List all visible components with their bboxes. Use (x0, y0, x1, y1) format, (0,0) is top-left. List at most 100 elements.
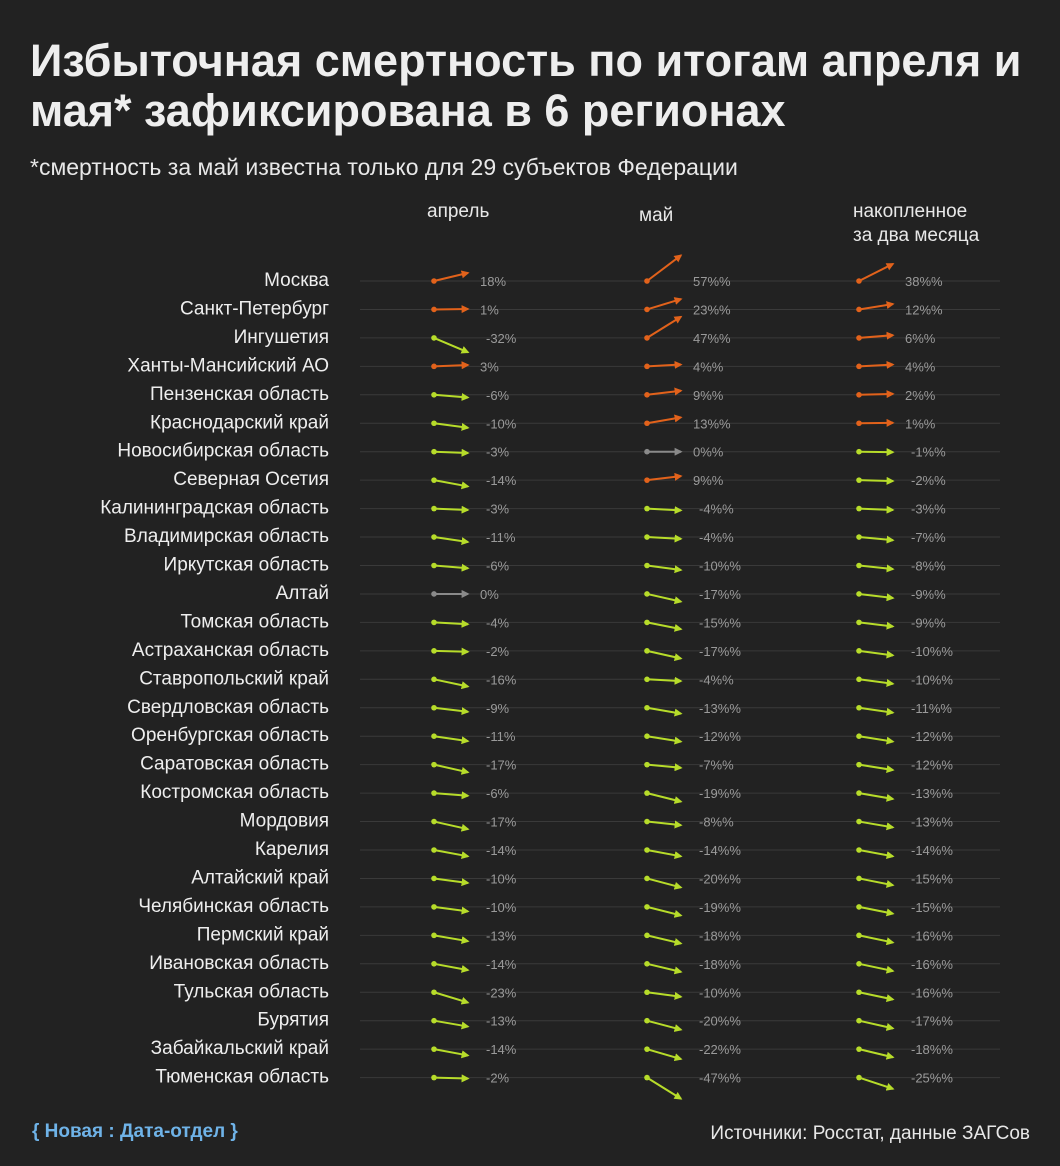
arrow-origin-dot (856, 335, 862, 341)
value-label-cum: -18%% (911, 1042, 953, 1057)
value-label-apr: -6% (486, 388, 510, 403)
arrow-apr (433, 820, 470, 832)
arrow-may (646, 1019, 683, 1032)
arrow-origin-dot (644, 961, 650, 967)
arrow-origin-dot (431, 904, 437, 910)
value-label-cum: -9%% (911, 615, 946, 630)
arrow-cum (858, 564, 895, 573)
arrow-may (646, 849, 683, 860)
value-label-cum: -1%% (911, 445, 946, 460)
arrow-origin-dot (856, 704, 862, 711)
value-label-may: 23%% (693, 302, 731, 317)
value-label-may: -12%% (699, 729, 741, 744)
arrow-apr (433, 336, 470, 354)
value-label-apr: -14% (486, 473, 517, 488)
column-header-may: май (639, 205, 674, 226)
value-label-apr: -11% (486, 530, 516, 545)
arrow-origin-dot (856, 648, 862, 654)
arrow-origin-dot (856, 448, 862, 455)
arrow-origin-dot (644, 534, 650, 540)
arrow-apr (433, 393, 470, 401)
value-label-cum: -17%% (911, 1014, 953, 1029)
arrow-apr (433, 1019, 470, 1030)
column-header-cumulative: накопленное за два месяца (853, 201, 980, 246)
arrow-apr (433, 991, 470, 1005)
arrow-cum (858, 849, 895, 860)
arrow-may (646, 297, 683, 311)
arrow-apr (433, 270, 470, 282)
arrow-cum (858, 1019, 895, 1031)
value-label-may: 9%% (693, 473, 724, 488)
arrow-origin-dot (644, 648, 650, 654)
arrow-origin-dot (856, 591, 862, 597)
arrow-may (646, 934, 683, 946)
arrow-may (646, 706, 683, 717)
value-label-apr: -14% (486, 957, 517, 972)
region-label: Ивановская область (149, 953, 329, 974)
value-label-cum: -16%% (911, 928, 953, 943)
arrow-cum (858, 792, 895, 802)
arrow-origin-dot (431, 648, 437, 654)
arrow-origin-dot (644, 989, 650, 996)
arrow-cum (858, 360, 895, 369)
arrow-cum (858, 763, 895, 773)
region-label: Пензенская область (150, 384, 329, 405)
value-label-apr: -6% (486, 786, 510, 801)
value-label-may: -20%% (699, 1014, 741, 1029)
arrow-origin-dot (856, 989, 862, 996)
arrow-apr (433, 505, 470, 514)
arrow-origin-dot (644, 420, 650, 427)
arrow-origin-dot (431, 961, 437, 967)
value-label-may: 0%% (693, 445, 724, 460)
arrow-origin-dot (856, 676, 862, 683)
arrow-origin-dot (644, 704, 650, 711)
arrow-origin-dot (431, 932, 437, 939)
region-label: Карелия (255, 839, 329, 860)
value-label-may: -17%% (699, 644, 741, 659)
arrow-cum (858, 1048, 895, 1060)
value-label-apr: -10% (486, 416, 517, 431)
arrow-may (646, 763, 683, 772)
value-label-may: -13%% (699, 701, 741, 716)
value-label-may: -4%% (699, 672, 734, 687)
arrow-origin-dot (644, 1017, 650, 1024)
arrow-may (646, 621, 683, 632)
value-label-cum: -14%% (911, 843, 953, 858)
arrow-cum (858, 820, 895, 831)
value-label-apr: -4% (486, 615, 510, 630)
arrow-origin-dot (856, 790, 862, 796)
arrow-origin-dot (856, 875, 862, 882)
arrow-origin-dot (856, 505, 862, 512)
value-label-cum: -13%% (911, 815, 953, 830)
value-label-may: 47%% (693, 331, 731, 346)
value-label-may: -18%% (699, 928, 741, 943)
region-label: Бурятия (257, 1010, 329, 1031)
arrow-origin-dot (856, 420, 862, 427)
arrow-apr (433, 448, 470, 457)
region-label: Челябинская область (138, 896, 329, 917)
arrow-may (646, 877, 683, 890)
value-label-apr: 1% (480, 302, 499, 317)
value-label-cum: -16%% (911, 957, 953, 972)
region-label: Калининградская область (100, 498, 329, 519)
value-label-cum: -7%% (911, 530, 946, 545)
arrow-origin-dot (856, 562, 862, 569)
arrow-may (646, 735, 683, 745)
value-label-apr: -17% (486, 758, 517, 773)
value-label-cum: -9%% (911, 587, 946, 602)
value-label-apr: -2% (486, 1071, 510, 1086)
value-label-cum: -15%% (911, 900, 953, 915)
arrow-origin-dot (431, 1046, 437, 1052)
arrow-cum (858, 649, 895, 659)
arrow-origin-dot (644, 335, 650, 341)
arrow-origin-dot (644, 676, 650, 683)
arrow-cum (858, 934, 895, 946)
arrow-origin-dot (644, 278, 650, 284)
region-label: Иркутская область (164, 555, 330, 576)
arrow-origin-dot (644, 392, 650, 398)
arrow-cum (858, 390, 895, 399)
value-label-may: -19%% (699, 900, 741, 915)
arrow-origin-dot (431, 392, 437, 398)
arrow-origin-dot (644, 306, 650, 313)
arrow-origin-dot (856, 477, 862, 483)
